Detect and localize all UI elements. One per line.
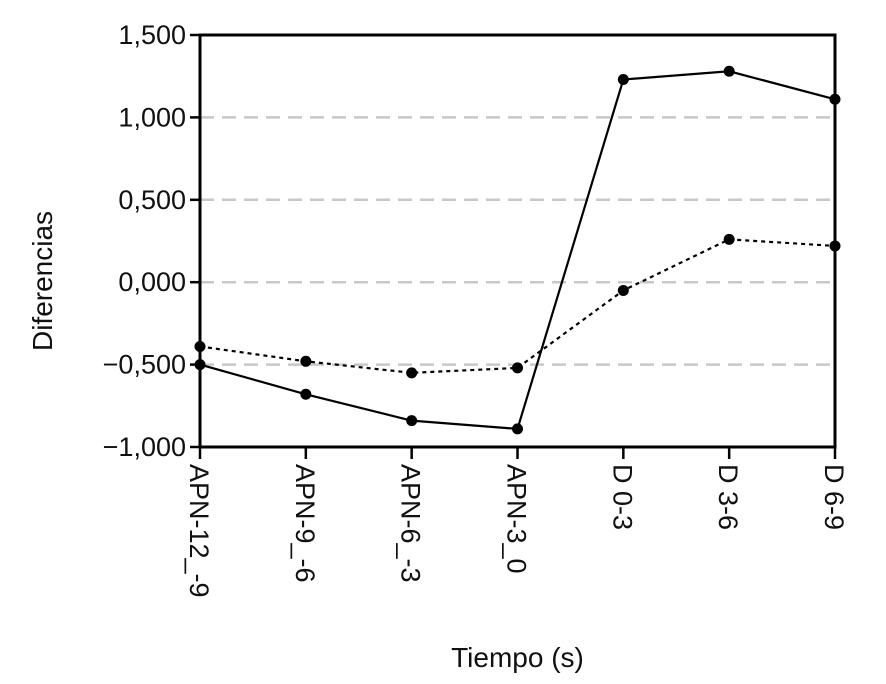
y-tick-label: 1,500 xyxy=(118,20,186,50)
series-2-point xyxy=(406,367,418,379)
series-1-point xyxy=(723,65,735,77)
series-1-point xyxy=(617,73,629,85)
x-tick-label: D 0-3 xyxy=(607,464,637,530)
series-1-point xyxy=(406,415,418,427)
x-tick-label: APN-12_-9 xyxy=(184,464,214,598)
x-tick-label: D 3-6 xyxy=(713,464,743,530)
y-tick-label: 0,000 xyxy=(118,267,186,297)
x-tick-label: APN-6_-3 xyxy=(396,464,426,583)
y-axis: 1,500 1,000 0,500 0,000 −0,500 −1,000 xyxy=(103,20,200,462)
y-tick-label: −1,000 xyxy=(103,432,186,462)
x-tick-label: APN-3_0 xyxy=(502,464,532,574)
series-2-point xyxy=(617,284,629,296)
series-2-point xyxy=(512,362,523,374)
series-1-point xyxy=(512,423,523,435)
x-axis-title: Tiempo (s) xyxy=(451,642,584,673)
y-tick-label: 1,000 xyxy=(118,102,186,132)
series-group xyxy=(194,65,841,435)
y-axis-title: Diferencias xyxy=(27,211,58,351)
series-line-1 xyxy=(199,70,836,431)
y-tick-label: 0,500 xyxy=(118,185,186,215)
x-tick-label: D 6-9 xyxy=(819,464,849,530)
x-axis: APN-12_-9 APN-9_-6 APN-6_-3 APN-3_0 D 0-3 D 3… xyxy=(184,447,849,598)
series-1-point xyxy=(300,388,312,400)
series-2-point xyxy=(723,233,735,245)
y-tick-label: −0,500 xyxy=(103,350,186,380)
x-tick-label: APN-9_-6 xyxy=(290,464,320,583)
series-2-point xyxy=(300,355,312,367)
series-line-2 xyxy=(199,238,836,374)
